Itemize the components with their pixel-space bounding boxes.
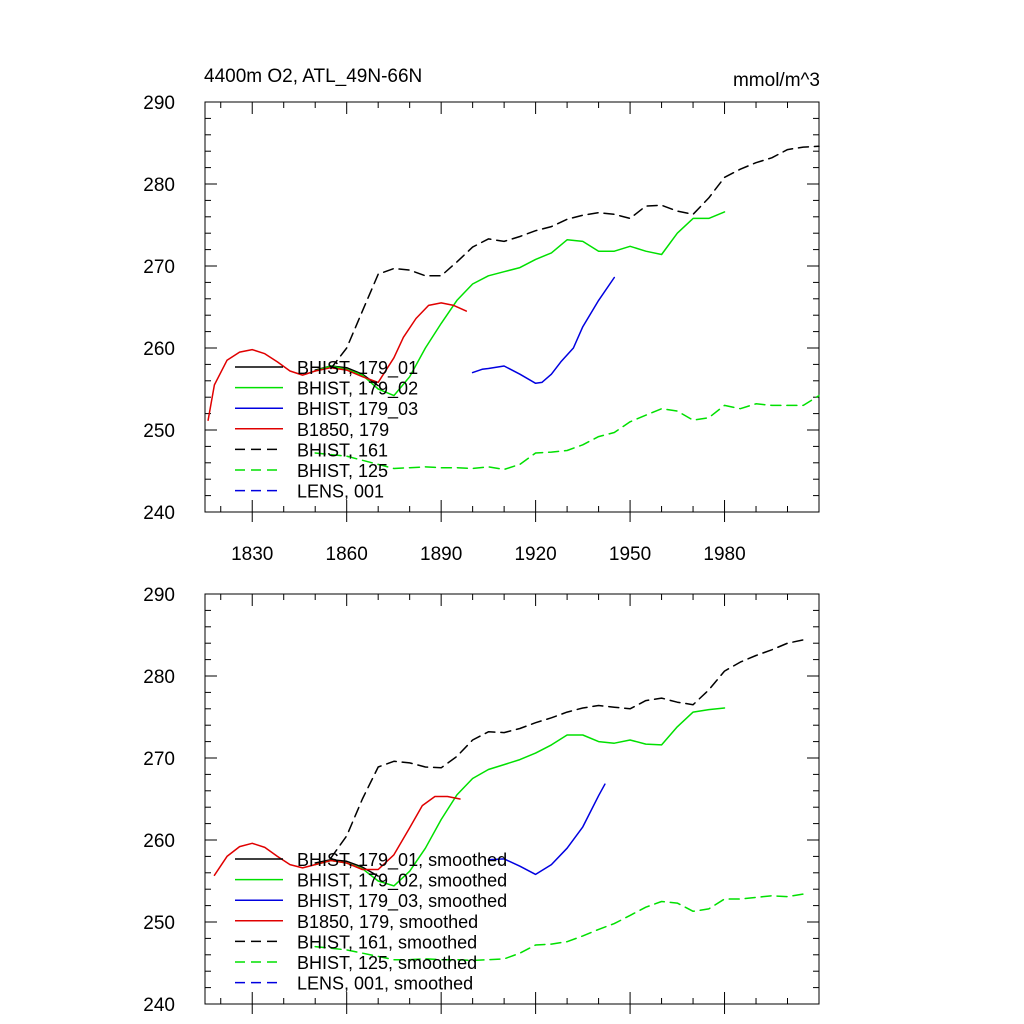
x-tick-label: 1830 (231, 544, 273, 565)
chart-panel-1: 1830 1860 1890 1920 1950 1980 240 250 260 270 280 2… (143, 93, 820, 565)
legend-label: BHIST, 161, smoothed (297, 932, 477, 952)
x-tick-label: 1920 (514, 544, 556, 565)
y-tick-label: 260 (143, 831, 175, 852)
y-tick-label: 280 (143, 667, 175, 688)
series-line-2 (314, 211, 726, 397)
legend-label: LENS, 001 (297, 482, 384, 502)
y-tick-label: 240 (143, 995, 175, 1016)
chart-panel-2: 240 250 260 270 280 290 BHIST, 179_01, smoothe… (143, 585, 820, 1016)
y-tick-label: 290 (143, 585, 175, 606)
legend-label: LENS, 001, smoothed (297, 974, 473, 994)
plot-title: 4400m O2, ATL_49N-66N (204, 66, 423, 87)
legend-label: B1850, 179, smoothed (297, 912, 478, 932)
legend-label: BHIST, 179_03, smoothed (297, 891, 507, 912)
plot-units: mmol/m^3 (732, 70, 820, 91)
y-tick-label: 260 (143, 339, 175, 360)
legend-label: BHIST, 161 (297, 440, 388, 460)
legend-label: BHIST, 179_02, smoothed (297, 871, 507, 892)
y-tick-label: 270 (143, 749, 175, 770)
series-line-5 (330, 145, 820, 370)
y-tick-label: 270 (143, 257, 175, 278)
legend-label: BHIST, 179_02 (297, 379, 418, 400)
x-tick-label: 1860 (326, 544, 368, 565)
legend-label: BHIST, 125, smoothed (297, 953, 477, 973)
y-tick-label: 280 (143, 175, 175, 196)
x-tick-label: 1950 (609, 544, 651, 565)
plot-frame (204, 101, 820, 513)
series-line-4 (213, 795, 461, 877)
series-line-2 (314, 707, 726, 887)
series-line-6 (314, 893, 805, 962)
x-tick-label: 1890 (420, 544, 462, 565)
x-tick-label: 1980 (703, 544, 745, 565)
y-tick-label: 290 (143, 93, 175, 114)
legend-label: BHIST, 179_01, smoothed (297, 850, 507, 871)
y-tick-label: 240 (143, 503, 175, 524)
series-line-3 (487, 783, 606, 876)
legend-label: BHIST, 179_03 (297, 399, 418, 420)
series-line-6 (314, 394, 820, 471)
legend-label: BHIST, 179_01 (297, 358, 418, 379)
y-tick-label: 250 (143, 421, 175, 442)
legend-label: BHIST, 125 (297, 461, 388, 481)
plot-frame (204, 593, 820, 1005)
legend-label: B1850, 179 (297, 420, 389, 440)
y-tick-label: 250 (143, 913, 175, 934)
series-line-5 (330, 639, 805, 859)
series-line-3 (471, 276, 616, 385)
